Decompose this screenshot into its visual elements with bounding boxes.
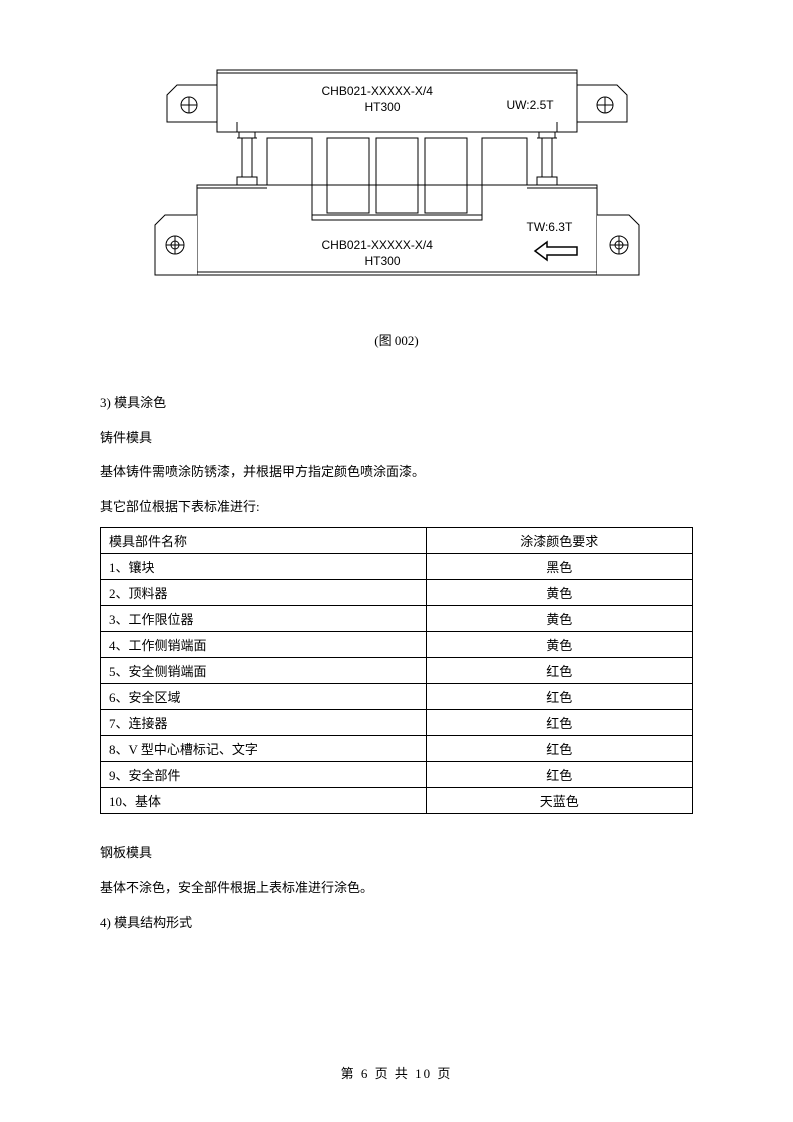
upper-part-label-2: HT300: [365, 100, 401, 114]
table-cell-color: 黄色: [426, 632, 692, 658]
table-cell-color: 天蓝色: [426, 788, 692, 814]
upper-right-label: UW:2.5T: [507, 98, 554, 112]
table-row: 4、工作侧销端面黄色: [101, 632, 693, 658]
section-4-title: 4) 模具结构形式: [100, 909, 693, 938]
table-cell-name: 5、安全侧销端面: [101, 658, 427, 684]
section-3-title: 3) 模具涂色: [100, 389, 693, 418]
lower-part-label-1: CHB021-XXXXX-X/4: [322, 238, 433, 252]
table-cell-name: 10、基体: [101, 788, 427, 814]
lower-right-label: TW:6.3T: [527, 220, 573, 234]
cast-mold-text-2: 其它部位根据下表标准进行:: [100, 493, 693, 522]
mold-diagram: CHB021-XXXXX-X/4 HT300 UW:2.5T CHB021-XX…: [147, 60, 647, 300]
table-row: 1、镶块黑色: [101, 554, 693, 580]
diagram-container: CHB021-XXXXX-X/4 HT300 UW:2.5T CHB021-XX…: [100, 60, 693, 300]
table-cell-color: 黄色: [426, 606, 692, 632]
table-row: 6、安全区域红色: [101, 684, 693, 710]
table-cell-name: 1、镶块: [101, 554, 427, 580]
table-cell-name: 8、V 型中心槽标记、文字: [101, 736, 427, 762]
table-row: 7、连接器红色: [101, 710, 693, 736]
table-cell-name: 2、顶料器: [101, 580, 427, 606]
table-cell-name: 9、安全部件: [101, 762, 427, 788]
table-cell-color: 黄色: [426, 580, 692, 606]
table-header-name: 模具部件名称: [101, 528, 427, 554]
table-cell-name: 4、工作侧销端面: [101, 632, 427, 658]
table-cell-color: 红色: [426, 658, 692, 684]
table-cell-color: 红色: [426, 684, 692, 710]
table-cell-color: 红色: [426, 736, 692, 762]
steel-mold-text: 基体不涂色，安全部件根据上表标准进行涂色。: [100, 874, 693, 903]
table-row: 2、顶料器黄色: [101, 580, 693, 606]
cast-mold-title: 铸件模具: [100, 424, 693, 453]
footer-page-current: 6: [361, 1066, 370, 1081]
footer-page-total: 10: [415, 1066, 432, 1081]
table-cell-name: 3、工作限位器: [101, 606, 427, 632]
table-cell-name: 7、连接器: [101, 710, 427, 736]
table-cell-color: 红色: [426, 762, 692, 788]
table-row: 8、V 型中心槽标记、文字红色: [101, 736, 693, 762]
table-cell-color: 红色: [426, 710, 692, 736]
table-header-color: 涂漆颜色要求: [426, 528, 692, 554]
table-header-row: 模具部件名称 涂漆颜色要求: [101, 528, 693, 554]
footer-mid: 页 共: [375, 1066, 410, 1081]
table-row: 5、安全侧销端面红色: [101, 658, 693, 684]
lower-part-label-2: HT300: [365, 254, 401, 268]
steel-mold-title: 钢板模具: [100, 839, 693, 868]
color-table: 模具部件名称 涂漆颜色要求 1、镶块黑色2、顶料器黄色3、工作限位器黄色4、工作…: [100, 527, 693, 814]
table-cell-name: 6、安全区域: [101, 684, 427, 710]
upper-part-label-1: CHB021-XXXXX-X/4: [322, 84, 433, 98]
figure-caption: (图 002): [100, 330, 693, 349]
footer-suffix: 页: [437, 1066, 452, 1081]
table-row: 9、安全部件红色: [101, 762, 693, 788]
cast-mold-text-1: 基体铸件需喷涂防锈漆，并根据甲方指定颜色喷涂面漆。: [100, 458, 693, 487]
page-footer: 第 6 页 共 10 页: [0, 1063, 793, 1082]
table-row: 10、基体天蓝色: [101, 788, 693, 814]
table-cell-color: 黑色: [426, 554, 692, 580]
footer-prefix: 第: [341, 1066, 356, 1081]
table-row: 3、工作限位器黄色: [101, 606, 693, 632]
